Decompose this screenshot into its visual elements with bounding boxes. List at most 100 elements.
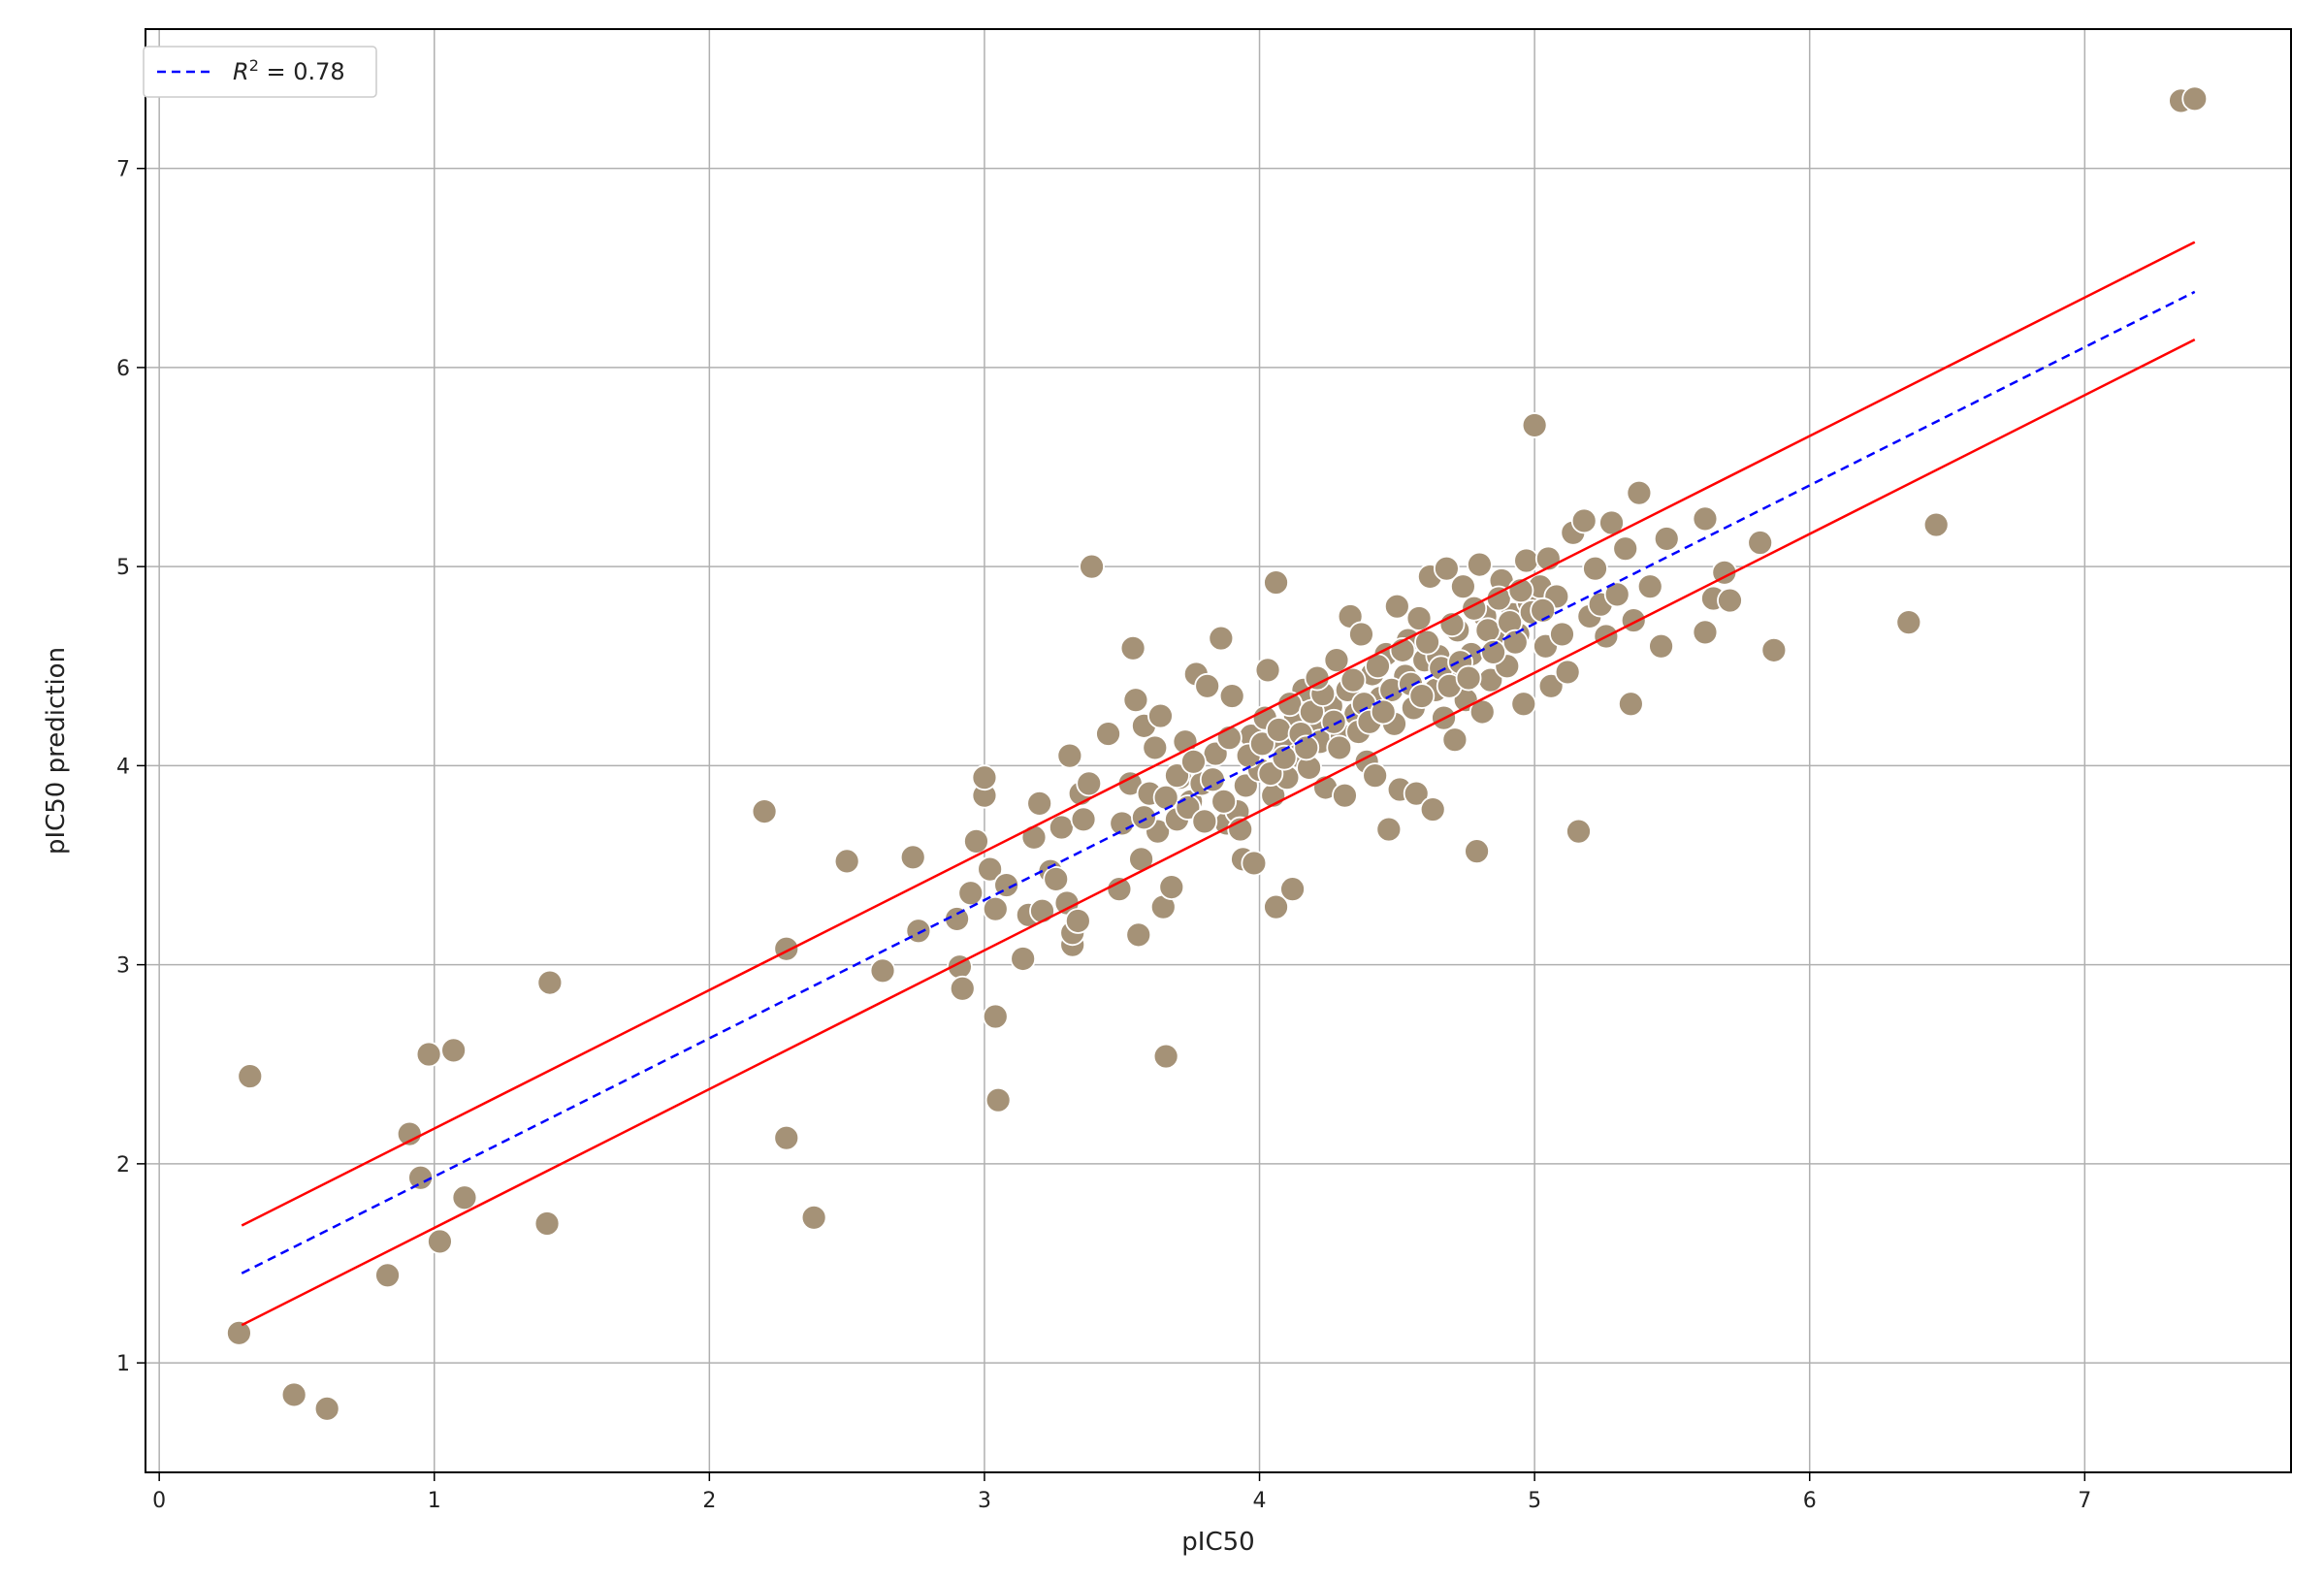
data-point-14 [773, 935, 800, 962]
data-point-25 [963, 827, 989, 855]
data-point-122 [1419, 796, 1446, 823]
data-point-9 [440, 1037, 468, 1064]
x-tick-label-7: 7 [2078, 1489, 2091, 1513]
regression-fit-line [241, 290, 2196, 1274]
data-point-15 [773, 1124, 800, 1151]
data-point-48 [1076, 770, 1103, 797]
data-point-181 [1164, 762, 1190, 790]
data-point-167 [1636, 573, 1663, 600]
y-tick-label-1: 1 [116, 1352, 130, 1376]
data-point-170 [1692, 619, 1719, 646]
data-point-7 [415, 1041, 442, 1068]
data-point-35 [1020, 823, 1048, 851]
data-point-177 [1895, 609, 1922, 636]
legend-label-r2: R2 = 0.78 [233, 56, 345, 86]
data-point-225 [1455, 664, 1482, 692]
plot-frame [145, 28, 2292, 1473]
data-point-187 [1265, 717, 1292, 743]
data-point-13 [751, 798, 778, 824]
data-point-143 [1510, 691, 1537, 718]
data-point-222 [1370, 698, 1397, 726]
data-point-16 [800, 1204, 827, 1231]
data-point-227 [1501, 629, 1529, 656]
data-point-76 [1218, 683, 1245, 709]
data-point-182 [1180, 748, 1207, 775]
data-point-23 [949, 975, 976, 1002]
data-point-12 [536, 969, 564, 996]
data-point-19 [899, 844, 926, 871]
data-point-210 [1152, 784, 1179, 811]
data-point-205 [1485, 585, 1512, 612]
data-point-33 [1010, 946, 1037, 972]
data-point-175 [1747, 530, 1774, 556]
y-tick-label-7: 7 [116, 158, 130, 182]
data-point-134 [1467, 551, 1493, 578]
data-point-130 [1449, 573, 1476, 600]
data-point-29 [982, 895, 1009, 922]
data-point-113 [1383, 593, 1410, 620]
data-point-60 [1142, 734, 1169, 761]
data-point-188 [1276, 691, 1304, 718]
x-tick-label-5: 5 [1528, 1489, 1541, 1513]
fit-lines [241, 241, 2196, 1327]
data-point-209 [1131, 804, 1157, 831]
y-tick-label-4: 4 [116, 755, 130, 779]
data-point-42 [1056, 742, 1083, 769]
data-point-81 [1241, 850, 1268, 877]
data-point-0 [226, 1319, 252, 1346]
data-point-219 [1326, 734, 1353, 761]
legend-r2-value: = 0.78 [259, 58, 345, 85]
data-point-55 [1122, 687, 1149, 714]
data-point-50 [1095, 721, 1121, 747]
data-point-3 [313, 1395, 340, 1422]
data-point-199 [1414, 629, 1440, 656]
data-point-174 [1717, 587, 1743, 614]
data-point-4 [374, 1262, 401, 1289]
data-point-164 [1617, 691, 1644, 718]
data-point-213 [1210, 788, 1238, 815]
data-point-126 [1433, 555, 1460, 582]
data-point-111 [1375, 816, 1403, 843]
data-point-65 [1158, 874, 1185, 900]
data-point-173 [1711, 559, 1738, 586]
data-point-5 [396, 1120, 423, 1147]
data-point-101 [1332, 782, 1358, 809]
data-point-40 [1048, 814, 1075, 841]
data-point-193 [1340, 666, 1367, 694]
legend-r-superscript: 2 [249, 56, 259, 75]
data-point-74 [1208, 625, 1235, 652]
data-point-155 [1565, 818, 1592, 845]
legend-box [143, 46, 377, 98]
data-point-90 [1279, 876, 1306, 903]
y-tick-label-2: 2 [116, 1153, 130, 1178]
data-point-178 [1922, 511, 1950, 538]
data-point-51 [1106, 876, 1133, 903]
x-axis-ticks: 0 1 2 3 4 5 6 7 [152, 1472, 2091, 1513]
data-point-99 [1323, 647, 1350, 674]
data-point-49 [1079, 553, 1105, 580]
data-point-216 [1271, 744, 1298, 771]
data-point-2 [280, 1381, 307, 1408]
y-tick-label-6: 6 [116, 357, 130, 381]
data-point-176 [1760, 636, 1788, 663]
y-tick-label-5: 5 [116, 556, 130, 580]
x-tick-label-2: 2 [702, 1489, 716, 1513]
data-point-11 [533, 1210, 561, 1237]
y-axis-ticks: 1 2 3 4 5 6 7 [116, 158, 145, 1376]
lower-band-line [241, 339, 2196, 1327]
data-point-169 [1653, 526, 1680, 552]
data-point-163 [1612, 535, 1639, 563]
data-point-118 [1403, 780, 1430, 807]
data-point-62 [1147, 702, 1174, 729]
data-point-156 [1570, 507, 1598, 534]
x-tick-label-6: 6 [1803, 1489, 1817, 1513]
legend: R2 = 0.78 [143, 46, 377, 98]
data-point-146 [1521, 412, 1548, 438]
data-point-153 [1554, 659, 1581, 686]
data-point-119 [1405, 605, 1433, 631]
data-point-52 [1109, 810, 1136, 837]
data-point-1 [237, 1063, 264, 1089]
data-point-180 [2181, 85, 2209, 113]
data-point-212 [1191, 808, 1218, 835]
x-tick-label-0: 0 [152, 1489, 166, 1513]
